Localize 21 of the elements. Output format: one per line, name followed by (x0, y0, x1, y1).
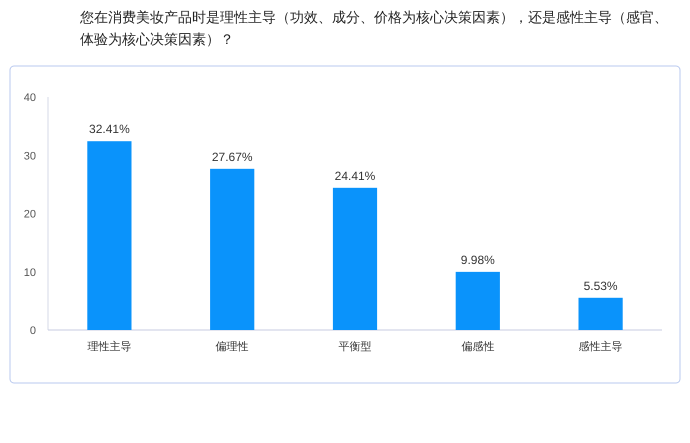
bar (210, 168, 254, 330)
x-tick-label: 平衡型 (338, 341, 372, 353)
data-label: 32.41% (89, 122, 130, 136)
x-tick-label: 偏感性 (461, 340, 494, 353)
x-tick-label: 理性主导 (87, 340, 132, 353)
data-label: 24.41% (334, 168, 376, 183)
y-tick-label: 0 (30, 325, 36, 337)
y-tick-label: 40 (24, 92, 36, 104)
bar (578, 298, 623, 330)
y-tick-label: 10 (24, 266, 36, 279)
y-tick-label: 30 (24, 150, 36, 162)
bar (332, 188, 378, 330)
data-label: 5.53% (584, 278, 618, 293)
bar (456, 272, 500, 330)
bar (87, 141, 132, 330)
y-tick-label: 20 (24, 208, 36, 220)
data-label: 9.98% (460, 252, 496, 267)
x-tick-label: 偏理性 (216, 341, 249, 353)
data-label: 27.67% (212, 150, 253, 164)
x-tick-label: 感性主导 (578, 340, 623, 353)
title: 您在消费美妆产品时是理性主导（功效、成分、价格为核心决策因素），还是感性主导（感官、体验为核心决策因素）？ (80, 9, 668, 47)
